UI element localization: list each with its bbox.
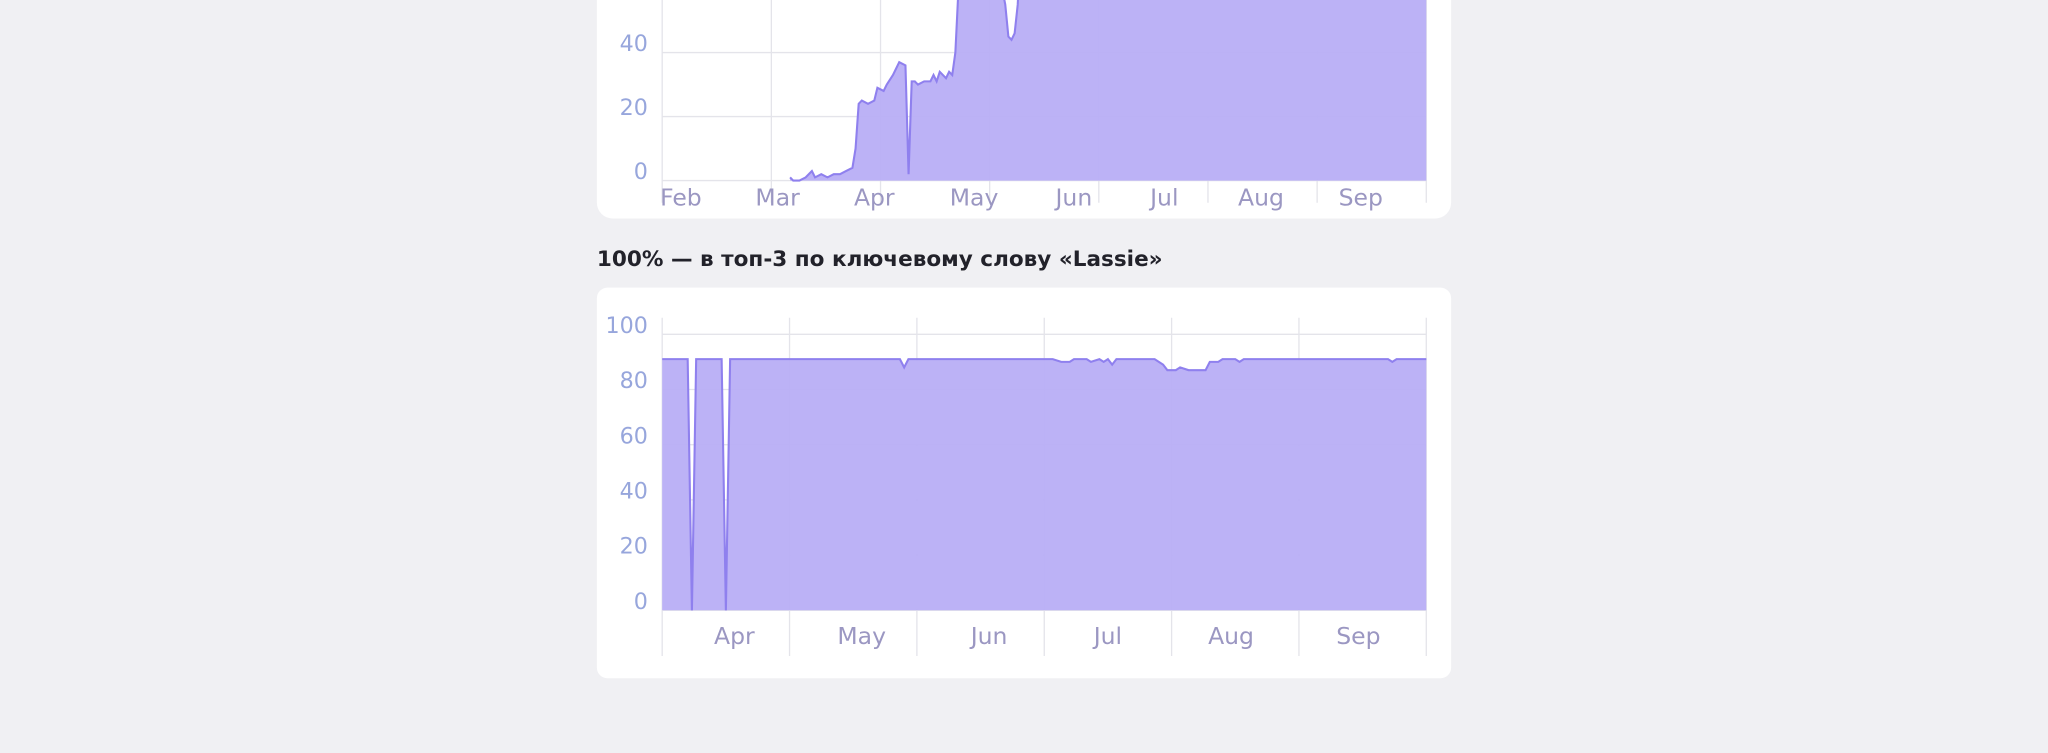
y-tick-label: 20	[620, 95, 648, 121]
x-tick-label: Apr	[854, 183, 895, 211]
x-tick-label: Aug	[1238, 183, 1284, 211]
x-tick-label: Jun	[969, 622, 1008, 650]
line	[789, 0, 1020, 182]
y-tick-label: 40	[620, 31, 648, 57]
line	[662, 357, 1427, 611]
x-tick-label: Jul	[1092, 622, 1122, 650]
y-tick-label: 20	[620, 534, 648, 560]
x-tick-label: Aug	[1208, 622, 1254, 650]
x-tick-label: Feb	[660, 183, 702, 211]
y-tick-label: 100	[605, 313, 647, 339]
area	[662, 359, 1427, 611]
y-tick-label: 40	[620, 479, 648, 505]
y-tick-label: 0	[634, 589, 648, 615]
x-tick-label: Apr	[714, 622, 755, 650]
chart-title: 100% — в топ-3 по ключевому слову «Lassi…	[597, 247, 1163, 272]
x-tick-label: Jun	[1054, 183, 1093, 211]
x-tick-label: May	[837, 622, 886, 650]
y-tick-label: 0	[634, 159, 648, 185]
x-tick-label: Mar	[755, 183, 800, 211]
x-tick-label: Sep	[1339, 183, 1383, 211]
x-tick-label: Sep	[1336, 622, 1380, 650]
y-tick-label: 60	[620, 423, 648, 449]
area	[790, 0, 1427, 181]
y-tick-label: 80	[620, 368, 648, 394]
x-tick-label: May	[950, 183, 999, 211]
x-tick-label: Jul	[1148, 183, 1178, 211]
